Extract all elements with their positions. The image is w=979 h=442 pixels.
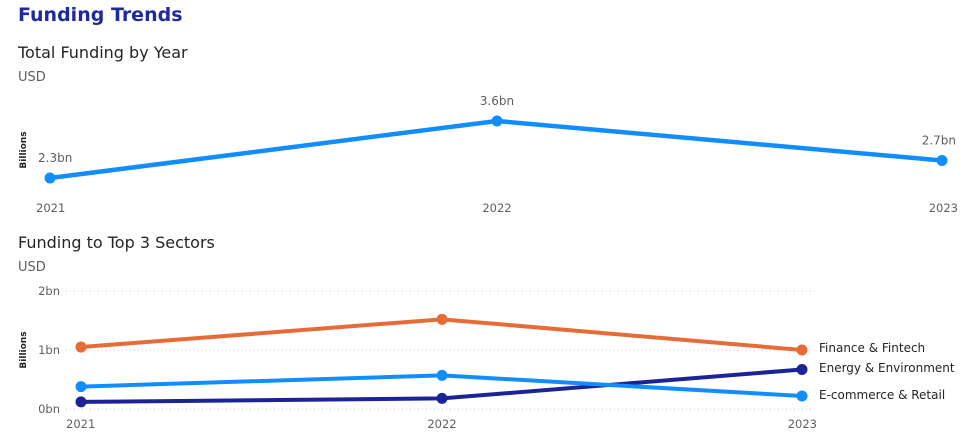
data-label: 3.6bn — [480, 94, 514, 108]
y-axis-label: Billions — [19, 131, 29, 168]
legend-label: E-commerce & Retail — [819, 388, 945, 402]
data-point — [796, 390, 808, 402]
x-tick-label: 2023 — [788, 417, 817, 431]
x-tick-label: 2021 — [36, 201, 65, 215]
legend-label: Finance & Fintech — [819, 341, 925, 355]
data-point — [75, 381, 87, 393]
data-point — [936, 154, 948, 166]
legend-label: Energy & Environment — [819, 361, 955, 375]
chart-title: Total Funding by Year — [18, 43, 188, 62]
data-point — [44, 172, 56, 184]
x-tick-label: 2023 — [929, 201, 958, 215]
data-label: 2.3bn — [38, 151, 72, 165]
data-point — [436, 313, 448, 325]
data-label: 2.7bn — [922, 133, 956, 147]
data-point — [75, 341, 87, 353]
y-tick-label: 0bn — [38, 402, 60, 416]
data-point — [75, 396, 87, 408]
data-point — [436, 369, 448, 381]
y-tick-label: 1bn — [38, 343, 60, 357]
chart-subtitle: USD — [18, 70, 46, 85]
data-point — [491, 115, 503, 127]
data-point — [796, 363, 808, 375]
total-funding-line-chart: Billions 2.3bn 3.6bn 2.7bn 2021 2022 2023 — [19, 94, 958, 215]
chart-subtitle: USD — [18, 260, 46, 275]
data-point — [796, 344, 808, 356]
series-line — [49, 118, 943, 181]
x-tick-label: 2021 — [66, 417, 95, 431]
sector-funding-line-chart: 0bn 1bn 2bn Billions Finance & Fintech Energy… — [19, 284, 955, 431]
y-tick-label: 2bn — [38, 284, 60, 298]
data-point — [436, 392, 448, 404]
chart-title: Funding to Top 3 Sectors — [18, 233, 215, 252]
x-tick-label: 2022 — [427, 417, 456, 431]
page-title: Funding Trends — [18, 4, 183, 26]
y-axis-label: Billions — [19, 331, 29, 368]
x-tick-label: 2022 — [482, 201, 511, 215]
